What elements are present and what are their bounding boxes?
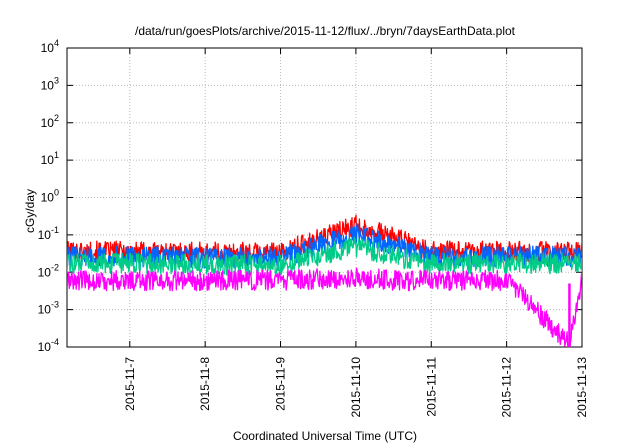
x-tick-label: 2015-11-9	[274, 357, 288, 411]
series-line	[67, 267, 582, 347]
y-tick-label: 103	[41, 75, 59, 92]
y-tick-label: 10-2	[38, 262, 59, 279]
y-tick-label: 10-1	[38, 225, 59, 242]
y-tick-label: 10-4	[38, 337, 59, 354]
plot-frame	[66, 47, 583, 348]
x-tick-label: 2015-11-13	[575, 357, 589, 418]
plot-area: 10-4 10-3 10-2 10-1 100 101 102 103 104 2015-11-7…	[38, 38, 589, 418]
y-tick-label: 104	[41, 38, 59, 55]
y-tick-label: 10-3	[38, 300, 59, 317]
x-axis-label: Coordinated Universal Time (UTC)	[233, 429, 417, 443]
y-tick-label: 101	[41, 150, 59, 167]
y-tick-label: 102	[41, 113, 59, 130]
series-line	[67, 236, 582, 276]
x-tick-label: 2015-11-12	[500, 357, 514, 418]
series-group	[67, 214, 582, 347]
x-axis: 2015-11-7 2015-11-8 2015-11-9 2015-11-10 201…	[123, 48, 589, 418]
y-axis-label: cGy/day	[23, 189, 37, 233]
x-tick-label: 2015-11-10	[349, 357, 363, 418]
y-axis: 10-4 10-3 10-2 10-1 100 101 102 103 104	[38, 38, 582, 354]
chart-title: /data/run/goesPlots/archive/2015-11-12/f…	[135, 24, 516, 38]
y-tick-label: 100	[41, 188, 59, 205]
x-tick-label: 2015-11-8	[198, 357, 212, 411]
x-tick-label: 2015-11-11	[424, 357, 438, 417]
x-tick-label: 2015-11-7	[123, 357, 137, 411]
